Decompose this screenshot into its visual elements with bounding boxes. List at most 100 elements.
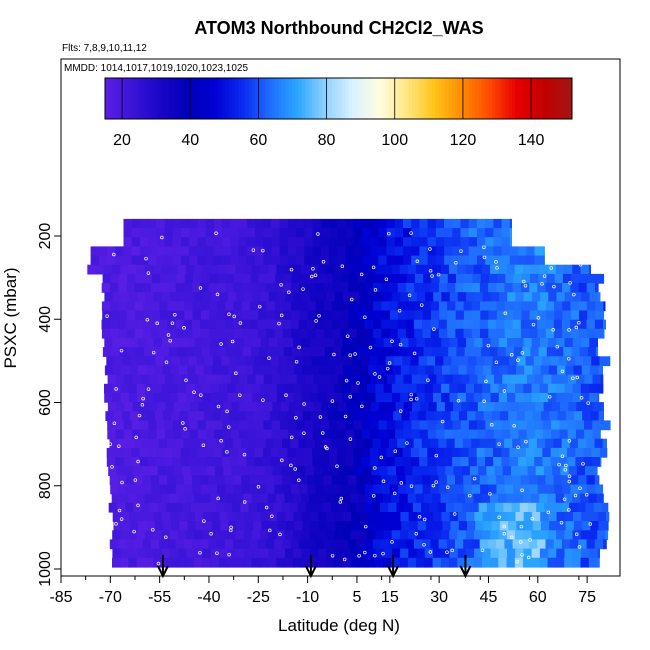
heatmap-cell xyxy=(378,447,387,458)
heatmap-cell xyxy=(458,365,468,376)
heatmap-cell xyxy=(171,521,180,531)
heatmap-cell xyxy=(428,402,438,412)
sample-point xyxy=(572,292,576,297)
heatmap-cell xyxy=(437,502,447,513)
heatmap-cell xyxy=(117,502,126,513)
heatmap-cell xyxy=(238,429,248,440)
heatmap-cell xyxy=(224,319,234,330)
heatmap-cell xyxy=(112,383,122,394)
heatmap-cell xyxy=(422,310,432,321)
sample-point xyxy=(409,397,413,402)
heatmap-cell xyxy=(178,338,187,348)
heatmap-cell xyxy=(195,365,205,376)
heatmap-cell xyxy=(378,237,388,247)
heatmap-cell xyxy=(493,457,502,467)
sample-point xyxy=(284,393,288,398)
heatmap-cell xyxy=(502,374,511,385)
heatmap-cell xyxy=(174,466,183,476)
heatmap-cell xyxy=(490,292,500,302)
sample-point xyxy=(294,359,299,364)
heatmap-cell xyxy=(202,493,211,504)
heatmap-cell xyxy=(258,328,267,339)
heatmap-cell xyxy=(129,365,139,376)
heatmap-cell xyxy=(194,292,204,302)
x-tick-label: 60 xyxy=(529,589,547,606)
heatmap-cell xyxy=(112,530,121,541)
heatmap-cell xyxy=(307,539,316,550)
heatmap-cell xyxy=(143,328,152,339)
heatmap-cell xyxy=(260,530,269,541)
heatmap-cell xyxy=(548,365,558,376)
sample-point xyxy=(409,392,413,397)
heatmap-cell xyxy=(268,264,277,275)
heatmap-cell xyxy=(562,310,572,321)
heatmap-cell xyxy=(531,264,540,275)
sample-point xyxy=(146,271,151,275)
heatmap-cell xyxy=(386,457,396,467)
heatmap-cell xyxy=(460,420,470,431)
heatmap-cell xyxy=(211,365,221,376)
heatmap-cell xyxy=(252,392,261,403)
heatmap-cell xyxy=(463,283,473,293)
heatmap-cell xyxy=(282,301,292,312)
sample-point xyxy=(468,493,472,498)
heatmap-cell xyxy=(356,539,366,550)
colorbar-segment xyxy=(555,78,560,119)
heatmap-cell xyxy=(151,484,161,495)
heatmap-cell xyxy=(489,493,499,504)
heatmap-cell xyxy=(208,328,218,339)
heatmap-cell xyxy=(118,319,127,330)
heatmap-cell xyxy=(244,365,254,376)
heatmap-cell xyxy=(106,447,116,458)
heatmap-cell xyxy=(243,557,253,568)
heatmap-cell xyxy=(488,273,498,284)
heatmap-cell xyxy=(304,447,313,458)
heatmap-cell xyxy=(356,475,366,486)
heatmap-cell xyxy=(172,228,182,238)
heatmap-cell xyxy=(448,493,458,504)
heatmap-cell xyxy=(477,228,486,238)
heatmap-cell xyxy=(463,319,472,330)
heatmap-cell xyxy=(125,502,134,513)
heatmap-cell xyxy=(257,283,267,293)
colorbar-tick-label: 60 xyxy=(249,132,267,149)
heatmap-cell xyxy=(424,392,434,403)
heatmap-cell xyxy=(177,557,187,568)
heatmap-cell xyxy=(263,218,272,229)
heatmap-cell xyxy=(396,502,406,513)
heatmap-cell xyxy=(442,411,452,421)
heatmap-cell xyxy=(463,484,473,495)
heatmap-cell xyxy=(210,493,220,504)
heatmap-cell xyxy=(363,466,372,476)
heatmap-cell xyxy=(257,475,267,486)
heatmap-cell xyxy=(434,521,443,531)
heatmap-cell xyxy=(484,356,494,367)
heatmap-cell xyxy=(526,246,536,257)
heatmap-cell xyxy=(521,301,530,312)
heatmap-cell xyxy=(515,383,524,394)
heatmap-cell xyxy=(169,548,179,559)
heatmap-cell xyxy=(539,383,549,394)
heatmap-cell xyxy=(309,383,319,394)
colorbar-segment xyxy=(305,78,309,119)
heatmap-cell xyxy=(435,218,445,229)
colorbar-segment xyxy=(138,78,143,119)
heatmap-cell xyxy=(570,319,579,330)
heatmap-cell xyxy=(331,539,341,550)
heatmap-cell xyxy=(167,484,177,495)
heatmap-cell xyxy=(208,438,217,449)
heatmap-cell xyxy=(217,273,227,284)
heatmap-cell xyxy=(172,218,182,229)
colorbar-segment xyxy=(338,78,343,119)
heatmap-cell xyxy=(545,283,555,293)
heatmap-cell xyxy=(261,411,271,421)
sample-point xyxy=(397,308,402,313)
heatmap-cell xyxy=(233,301,243,312)
heatmap-cell xyxy=(447,328,456,339)
heatmap-cell xyxy=(524,411,534,421)
heatmap-cell xyxy=(210,383,220,394)
heatmap-cell xyxy=(230,237,240,247)
x-tick-label: -85 xyxy=(49,589,72,606)
heatmap-cell xyxy=(435,237,445,247)
heatmap-cell xyxy=(304,246,314,257)
